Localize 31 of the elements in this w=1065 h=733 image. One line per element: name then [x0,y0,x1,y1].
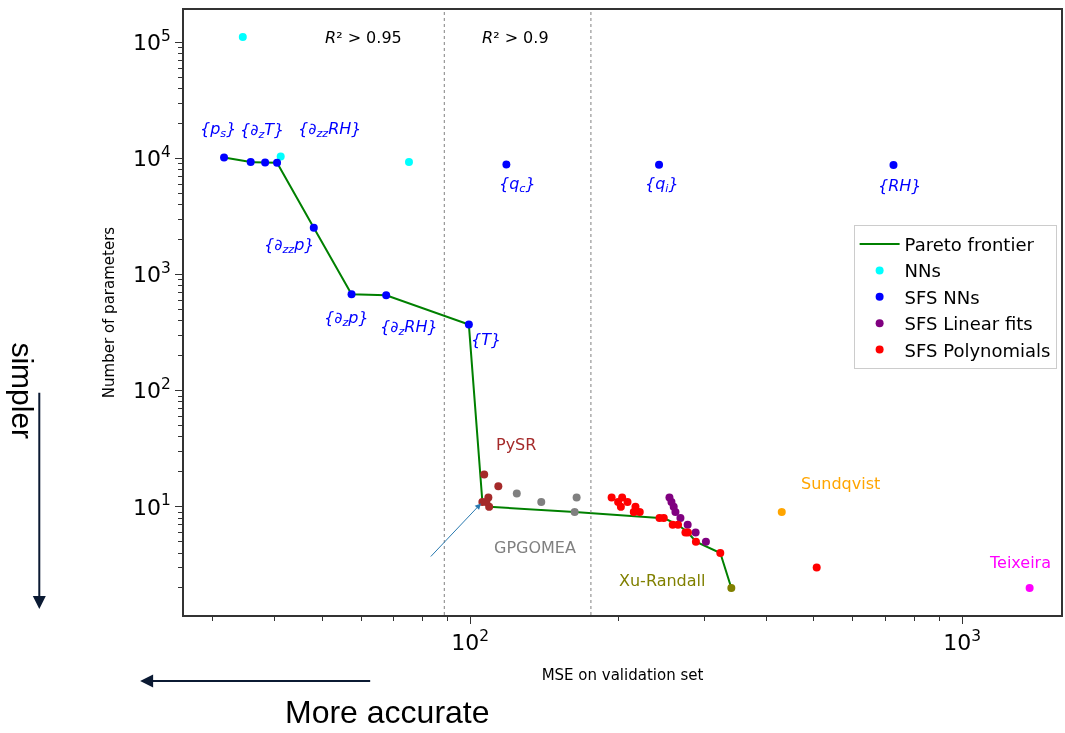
y-axis-title: Number of parameters [99,226,118,399]
legend-label: Pareto frontier [904,233,1035,255]
ref-line-label: R² > 0.9 [482,28,549,47]
annotation: {∂$_{zz}$p} [264,235,315,257]
series-label: Teixeira [989,553,1051,572]
annotation: {∂$_{zz}$RH} [298,119,362,141]
annotation: {∂$_{z}$T} [240,120,285,142]
annotation: {RH} [878,176,922,195]
x-axis-title: MSE on validation set [541,665,704,684]
legend-label: SFS NNs [904,286,980,308]
annotation: {∂$_{z}$RH} [380,317,438,339]
y-tick-label: 10$^{1}$ [133,491,171,520]
legend-label: SFS Linear fits [904,313,1033,335]
annotation: {q$_{i}$} [645,174,679,196]
y-tick-label: 10$^{5}$ [133,26,171,56]
annotation: {∂$_{z}$p} [324,308,369,330]
ref-line-label: R² > 0.95 [325,28,402,47]
series-label: Xu-Randall [619,571,706,590]
y-tick-label: 10$^{3}$ [133,259,171,288]
text: More accurate [285,694,490,730]
series-label: Sundqvist [801,474,881,493]
series-label: PySR [496,435,537,454]
annotation: {T} [471,330,502,349]
text: simpler [5,342,39,440]
legend-label: NNs [904,260,941,282]
y-tick-label: 10$^{4}$ [133,142,171,172]
y-tick-label: 10$^{2}$ [133,375,171,404]
annotation: {q$_{c}$} [499,174,536,196]
legend-label: SFS Polynomials [904,339,1051,361]
series-label: GPGOMEA [494,538,576,557]
annotation: {p$_{s}$} [200,119,237,141]
